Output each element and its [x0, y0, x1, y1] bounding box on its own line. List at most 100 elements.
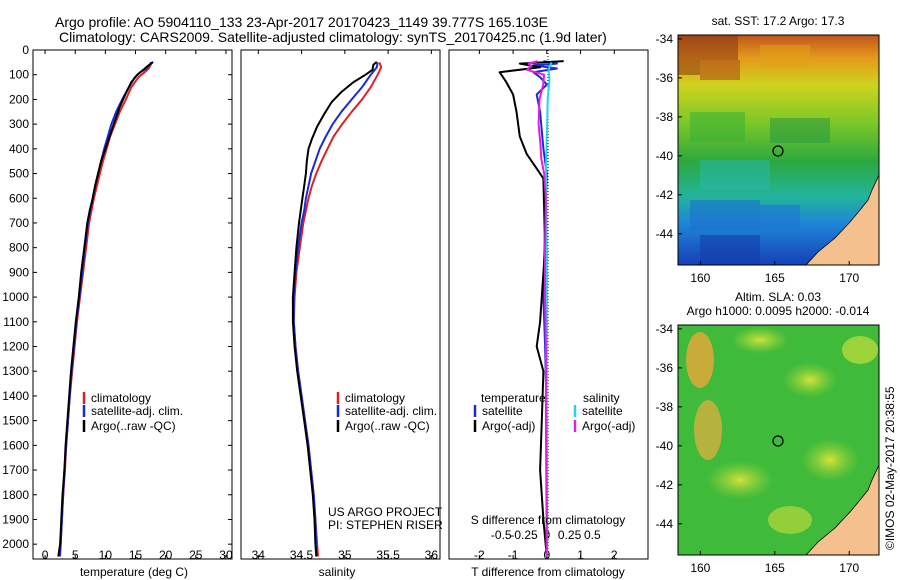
series-line-t-argo-adj — [498, 60, 564, 557]
depth-tick-label: 1600 — [2, 438, 29, 452]
sla-texture — [686, 326, 878, 534]
x-tick-label: 2 — [611, 548, 618, 562]
map-y-tick-label: -36 — [656, 71, 674, 85]
map-x-tick-label: 170 — [839, 561, 859, 575]
sla-map-title: Altim. SLA: 0.03 — [735, 290, 821, 304]
project-annotation: US ARGO PROJECT — [328, 505, 443, 519]
land-nz-sla — [805, 464, 879, 555]
temperature-ticks: 0 5 10 15 20 25 30 — [42, 50, 233, 562]
depth-tick-label: 1100 — [3, 315, 29, 329]
depth-tick-label: 2000 — [2, 537, 29, 551]
x-tick-label: 34 — [252, 548, 266, 562]
x-tick-label: 5 — [72, 548, 79, 562]
depth-tick-label: 700 — [9, 216, 29, 230]
sst-map-ticks: 160 165 170 -34 -36 -38 -40 -42 -44 — [656, 32, 860, 285]
depth-tick-label: 900 — [9, 265, 29, 279]
depth-tick-label: 500 — [9, 167, 29, 181]
difference-panel: -2 -1 0 1 2 -0.5-0.25 0 0.25 0.5 temperature sa… — [448, 49, 649, 579]
legend-label-climatology: climatology — [91, 391, 151, 405]
depth-tick-label: 1500 — [2, 414, 29, 428]
map-y-tick-label: -38 — [656, 110, 674, 124]
depth-tick-label: 1800 — [2, 488, 29, 502]
salinity-profiles — [291, 61, 383, 557]
argo-location-marker — [772, 435, 784, 447]
s-diff-tick-label: 0.25 — [558, 528, 582, 542]
depth-tick-label: 400 — [9, 142, 29, 156]
salinity-ticks: 34 34.5 35 35.5 36 — [252, 50, 438, 562]
legend-label-climatology: climatology — [345, 391, 405, 405]
x-tick-label: 15 — [129, 548, 143, 562]
legend-label-satellite: satellite-adj. clim. — [345, 404, 437, 418]
map-y-tick-label: -34 — [656, 322, 674, 336]
legend-label-argo: Argo(..raw -QC) — [345, 419, 430, 433]
difference-legend: temperature satellite Argo(-adj) salinit… — [473, 391, 635, 433]
x-tick-label: 25 — [189, 548, 203, 562]
series-line-s-argo-adj — [525, 60, 548, 557]
legend-label-argo: Argo(..raw -QC) — [91, 419, 176, 433]
x-tick-label: -2 — [474, 548, 485, 562]
sst-texture — [678, 35, 879, 265]
map-x-tick-label: 160 — [690, 561, 710, 575]
legend-label-satellite: satellite-adj. clim. — [91, 404, 183, 418]
depth-tick-label: 1400 — [2, 389, 29, 403]
x-tick-label: -1 — [508, 548, 519, 562]
sla-map-subtitle: Argo h1000: 0.0095 h2000: -0.014 — [687, 304, 870, 318]
x-tick-label: 35 — [338, 548, 352, 562]
temperature-profiles — [57, 61, 154, 557]
map-y-tick-label: -42 — [656, 478, 674, 492]
pi-annotation: PI: STEPHEN RISER — [328, 518, 443, 532]
series-line-argo-raw-qc — [291, 61, 378, 557]
map-y-tick-label: -38 — [656, 400, 674, 414]
legend-title-temperature: temperature — [481, 391, 546, 405]
salinity-plot-frame — [240, 49, 441, 560]
x-tick-label: 10 — [99, 548, 113, 562]
legend-label-t-argo: Argo(-adj) — [482, 419, 535, 433]
legend-label-s-satellite: satellite — [582, 404, 623, 418]
difference-profiles — [498, 60, 564, 557]
map-x-tick-label: 165 — [765, 271, 785, 285]
depth-tick-label: 0 — [22, 43, 29, 57]
map-y-tick-label: -40 — [656, 439, 674, 453]
depth-tick-label: 1900 — [2, 512, 29, 526]
legend-label-s-argo: Argo(-adj) — [582, 419, 635, 433]
x-tick-label: 1 — [577, 548, 584, 562]
map-x-tick-label: 165 — [765, 561, 785, 575]
depth-tick-label: 1200 — [2, 340, 29, 354]
depth-tick-label: 600 — [9, 191, 29, 205]
map-y-tick-label: -42 — [656, 188, 674, 202]
sst-map-frame — [677, 34, 880, 266]
s-diff-tick-label: -0.5 — [491, 528, 512, 542]
sla-map: Altim. SLA: 0.03 Argo h1000: 0.0095 h200… — [656, 290, 880, 575]
temperature-axis-label: temperature (deg C) — [80, 565, 188, 579]
map-y-tick-label: -44 — [656, 517, 674, 531]
imos-credit: ©IMOS 02-May-2017 20:38:55 — [883, 386, 897, 550]
map-x-tick-label: 160 — [690, 271, 710, 285]
depth-tick-label: 1000 — [2, 290, 29, 304]
x-tick-label: 30 — [219, 548, 233, 562]
legend-label-t-satellite: satellite — [482, 404, 523, 418]
map-y-tick-label: -36 — [656, 361, 674, 375]
depth-tick-label: 200 — [9, 92, 29, 106]
salinity-axis-label: salinity — [319, 565, 356, 579]
sla-map-ticks: 160 165 170 -34 -36 -38 -40 -42 -44 — [656, 322, 860, 575]
map-x-tick-label: 170 — [839, 271, 859, 285]
depth-tick-label: 1300 — [2, 364, 29, 378]
legend-title-salinity: salinity — [583, 391, 620, 405]
depth-tick-label: 1700 — [2, 463, 29, 477]
header-title: Argo profile: AO 5904110_133 23-Apr-2017… — [55, 14, 548, 30]
header-subtitle: Climatology: CARS2009. Satellite-adjuste… — [59, 29, 607, 45]
depth-tick-label: 800 — [9, 241, 29, 255]
argo-location-marker — [772, 145, 784, 157]
t-difference-axis-label: T difference from climatology — [471, 565, 625, 579]
map-y-tick-label: -40 — [656, 149, 674, 163]
temperature-legend: climatology satellite-adj. clim. Argo(..… — [82, 391, 183, 433]
salinity-legend: climatology satellite-adj. clim. Argo(..… — [336, 391, 437, 433]
sst-map-title: sat. SST: 17.2 Argo: 17.3 — [712, 14, 845, 28]
s-difference-axis-label: S difference from climatology — [471, 513, 626, 527]
map-y-tick-label: -44 — [656, 227, 674, 241]
depth-tick-label: 300 — [9, 117, 29, 131]
land-nz — [805, 174, 879, 265]
x-tick-label: 35.5 — [376, 548, 400, 562]
salinity-panel: 34 34.5 35 35.5 36 climatology satellite-adj… — [240, 49, 443, 579]
